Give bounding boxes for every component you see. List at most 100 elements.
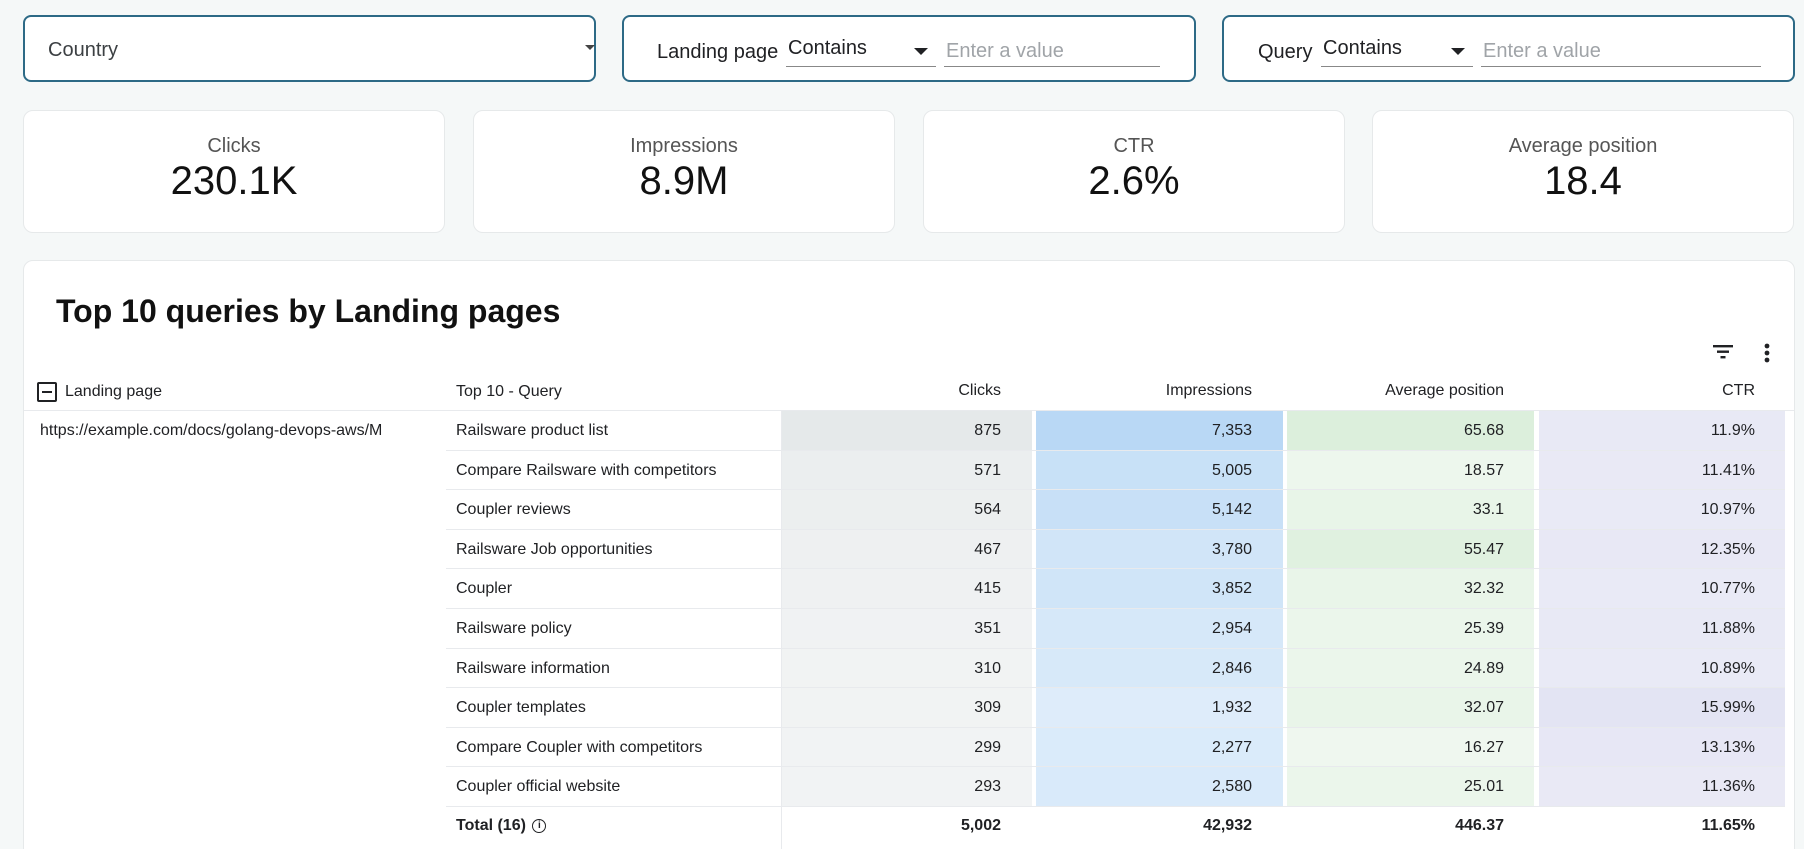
total-impressions: 42,932: [1203, 817, 1252, 834]
total-clicks: 5,002: [960, 817, 1001, 834]
heat-cell: [1539, 490, 1785, 529]
avgpos-cell: 16.27: [1463, 738, 1504, 756]
impressions-cell: 2,846: [1211, 659, 1252, 677]
ctr-cell: 11.36%: [1701, 778, 1755, 796]
heat-cell: [1539, 688, 1785, 727]
heat-cell: [1287, 767, 1534, 806]
heat-cell: [781, 411, 1032, 450]
query-cell: Railsware information: [456, 659, 610, 677]
clicks-cell: 293: [974, 778, 1001, 796]
query-operator-select[interactable]: Contains: [1321, 37, 1473, 67]
clicks-cell: 299: [974, 738, 1001, 756]
heat-cell: [1287, 529, 1534, 569]
avgpos-cell: 25.39: [1463, 620, 1504, 637]
ctr-cell: 13.13%: [1700, 738, 1755, 756]
clicks-cell: 310: [974, 659, 1001, 677]
impressions-cell: 2,580: [1211, 778, 1252, 796]
heat-cell: [1539, 648, 1785, 688]
filter-icon[interactable]: [1708, 337, 1738, 367]
more-options-icon[interactable]: [1752, 338, 1782, 368]
row-divider: [446, 806, 1785, 807]
chevron-down-icon[interactable]: [585, 45, 595, 50]
column-header-average-position[interactable]: Average position: [1385, 382, 1504, 399]
info-icon[interactable]: i: [532, 818, 547, 833]
landing-page-filter-label: Landing page: [657, 41, 779, 63]
heat-cell: [1036, 727, 1283, 767]
heat-cell: [1539, 529, 1785, 569]
kpi-label: Clicks: [207, 135, 261, 157]
landing-page-value-input[interactable]: [944, 37, 1160, 67]
clicks-cell: 467: [974, 540, 1001, 558]
clicks-cell: 351: [974, 620, 1001, 637]
heat-cell: [781, 767, 1032, 806]
query-cell: Railsware Job opportunities: [456, 540, 653, 558]
avgpos-cell: 32.07: [1463, 699, 1504, 717]
heat-cell: [1036, 688, 1283, 727]
column-header-landing-page[interactable]: Landing page: [65, 383, 162, 400]
row-divider: [446, 687, 1785, 689]
row-divider: [446, 726, 1785, 728]
kpi-card-average-position: Average position 18.4: [1372, 110, 1794, 233]
kpi-value: 2.6%: [1088, 159, 1180, 203]
total-label: Total (16) i: [456, 817, 547, 835]
row-divider: [446, 647, 1785, 649]
landing-page-filter: Landing page Contains: [622, 15, 1196, 82]
impressions-cell: 2,954: [1211, 620, 1252, 637]
avgpos-cell: 33.1: [1472, 501, 1504, 519]
heat-cell: [1287, 569, 1534, 608]
clicks-cell: 564: [974, 501, 1001, 519]
collapse-toggle-icon[interactable]: [37, 382, 57, 402]
kpi-label: Impressions: [630, 135, 738, 157]
clicks-cell: 571: [974, 461, 1001, 479]
column-header-impressions[interactable]: Impressions: [1165, 382, 1252, 399]
heat-cell: [1539, 767, 1785, 806]
column-header-ctr[interactable]: CTR: [1722, 382, 1755, 399]
query-filter-label: Query: [1258, 41, 1313, 63]
heat-cell: [1539, 569, 1785, 608]
chevron-down-icon: [914, 48, 928, 55]
heat-cell: [781, 648, 1032, 688]
country-filter[interactable]: Country: [23, 15, 596, 82]
kpi-card-impressions: Impressions 8.9M: [473, 110, 895, 233]
query-filter: Query Contains: [1222, 15, 1795, 82]
total-label-text: Total (16): [456, 817, 526, 834]
ctr-cell: 10.97%: [1700, 501, 1755, 519]
landing-page-operator-select[interactable]: Contains: [786, 37, 936, 67]
heat-cell: [1036, 529, 1283, 569]
row-divider: [446, 568, 1785, 570]
query-cell: Coupler templates: [456, 699, 586, 717]
table-title: Top 10 queries by Landing pages: [56, 293, 561, 329]
ctr-cell: 12.35%: [1700, 540, 1755, 558]
kpi-value: 8.9M: [639, 159, 729, 203]
query-cell: Coupler reviews: [456, 501, 571, 519]
kpi-label: Average position: [1508, 135, 1658, 157]
kpi-label: CTR: [1113, 135, 1155, 157]
heat-cell: [781, 529, 1032, 569]
column-header-query[interactable]: Top 10 - Query: [456, 383, 562, 400]
impressions-cell: 1,932: [1211, 699, 1252, 717]
ctr-cell: 11.41%: [1701, 461, 1755, 479]
heat-cell: [781, 450, 1032, 490]
heat-cell: [1036, 450, 1283, 490]
clicks-cell: 875: [974, 422, 1001, 439]
heat-cell: [781, 569, 1032, 608]
heat-cell: [1287, 450, 1534, 490]
query-operator-value: Contains: [1323, 37, 1402, 59]
impressions-cell: 3,780: [1211, 540, 1252, 558]
heat-cell: [1036, 569, 1283, 608]
queries-table-panel: Top 10 queries by Landing pages Landing …: [23, 260, 1795, 849]
row-divider: [446, 449, 1785, 451]
clicks-cell: 309: [974, 699, 1001, 717]
query-cell: Railsware policy: [456, 620, 572, 637]
heat-cell: [1036, 767, 1283, 806]
impressions-cell: 5,142: [1211, 501, 1252, 519]
avgpos-cell: 24.89: [1463, 659, 1504, 677]
query-value-input[interactable]: [1481, 37, 1761, 67]
row-divider: [446, 608, 1785, 609]
heat-cell: [781, 490, 1032, 529]
column-divider: [781, 411, 782, 849]
heat-cell: [1287, 609, 1534, 648]
heat-cell: [1539, 411, 1785, 450]
column-header-clicks[interactable]: Clicks: [958, 382, 1001, 399]
landing-page-operator-value: Contains: [788, 37, 867, 59]
